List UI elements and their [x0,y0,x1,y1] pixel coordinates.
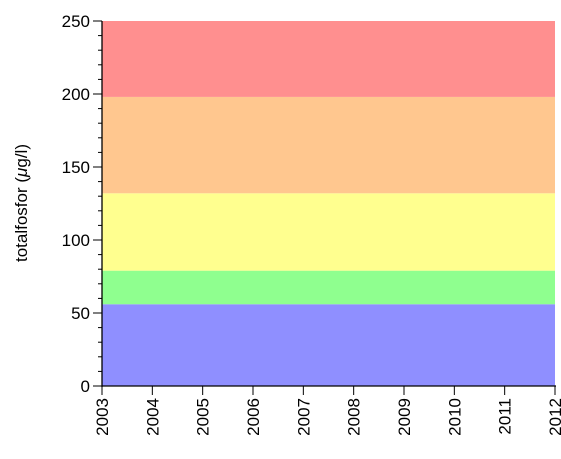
y-axis-title: totalfosfor (μg/l) [12,144,31,262]
x-axis-ticks: 2003 2004 2005 2006 2007 2008 2009 2010 2011 2012 [93,386,561,436]
x-tick-label: 2011 [496,398,515,435]
band-0 [102,304,555,386]
x-tick-label: 2012 [546,398,561,436]
y-axis-title-unit-mu: μ [12,167,31,178]
threshold-bands [102,21,555,386]
y-axis-ticks: 0 50 100 150 200 250 [62,12,102,396]
y-axis-title-prefix: totalfosfor ( [12,177,31,262]
band-2 [102,193,555,271]
y-tick-label: 50 [71,304,90,323]
y-tick-label: 0 [81,377,90,396]
band-3 [102,96,555,194]
x-tick-label: 2007 [294,398,313,436]
y-tick-label: 150 [62,158,90,177]
y-tick-label: 250 [62,12,90,31]
y-axis-title-suffix: g/l) [12,144,31,168]
y-tick-label: 200 [62,85,90,104]
y-tick-label: 100 [62,231,90,250]
axes [101,21,556,387]
x-tick-label: 2005 [194,398,213,436]
x-tick-label: 2008 [345,398,364,436]
x-tick-label: 2010 [445,398,464,436]
x-tick-label: 2006 [244,398,263,436]
band-4 [102,21,555,97]
x-tick-label: 2003 [93,398,112,436]
x-tick-label: 2004 [143,398,162,436]
x-tick-label: 2009 [395,398,414,436]
band-1 [102,270,555,305]
